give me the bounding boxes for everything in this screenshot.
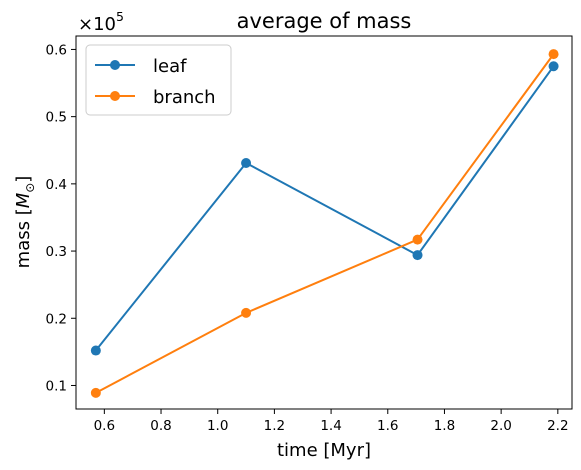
x-tick-label: 1.0	[207, 418, 228, 434]
y-tick-label: 0.3	[46, 244, 67, 260]
x-axis-label: time [Myr]	[277, 440, 371, 461]
plot-frame	[75, 35, 573, 410]
series-layer	[90, 49, 559, 398]
legend-box	[85, 44, 232, 116]
x-tick-label: 1.2	[264, 418, 285, 434]
y-tick-label: 0.5	[46, 110, 67, 126]
x-tick-label: 2.0	[490, 418, 511, 434]
data-point-branch	[90, 387, 101, 398]
y-tick-label: 0.6	[46, 42, 67, 58]
plot-area	[75, 35, 573, 410]
data-point-leaf	[412, 250, 423, 261]
data-point-leaf	[90, 345, 101, 356]
data-point-branch	[412, 234, 423, 245]
chart-title: average of mass	[237, 9, 412, 33]
x-tick-label: 0.8	[150, 418, 171, 434]
y-axis-label: mass [M⊙]	[13, 176, 37, 269]
y-tick-label: 0.4	[46, 177, 67, 193]
x-tick-label: 1.4	[320, 418, 341, 434]
data-point-leaf	[241, 158, 252, 169]
data-point-branch	[548, 49, 559, 60]
x-tick-label: 2.2	[547, 418, 568, 434]
x-axis-ticks: 0.6 0.8 1.0 1.2 1.4 1.6 1.8 2.0 2.2	[94, 409, 569, 434]
legend-label-branch: branch	[153, 87, 216, 108]
y-axis-multiplier: ×105	[78, 9, 124, 35]
y-tick-label: 0.1	[46, 378, 67, 394]
y-tick-label: 0.2	[46, 311, 67, 327]
x-tick-label: 1.8	[434, 418, 455, 434]
legend-label-leaf: leaf	[153, 56, 187, 77]
data-point-branch	[241, 307, 252, 318]
x-tick-label: 0.6	[94, 418, 115, 434]
data-point-leaf	[548, 61, 559, 72]
series-line-branch	[95, 53, 555, 394]
legend-marker-branch	[110, 91, 120, 101]
series-line-leaf	[95, 65, 555, 352]
legend: leaf branch	[85, 44, 232, 116]
legend-marker-leaf	[110, 60, 120, 70]
y-axis-ticks: 0.1 0.2 0.3 0.4 0.5 0.6	[46, 42, 76, 394]
x-tick-label: 1.6	[377, 418, 398, 434]
